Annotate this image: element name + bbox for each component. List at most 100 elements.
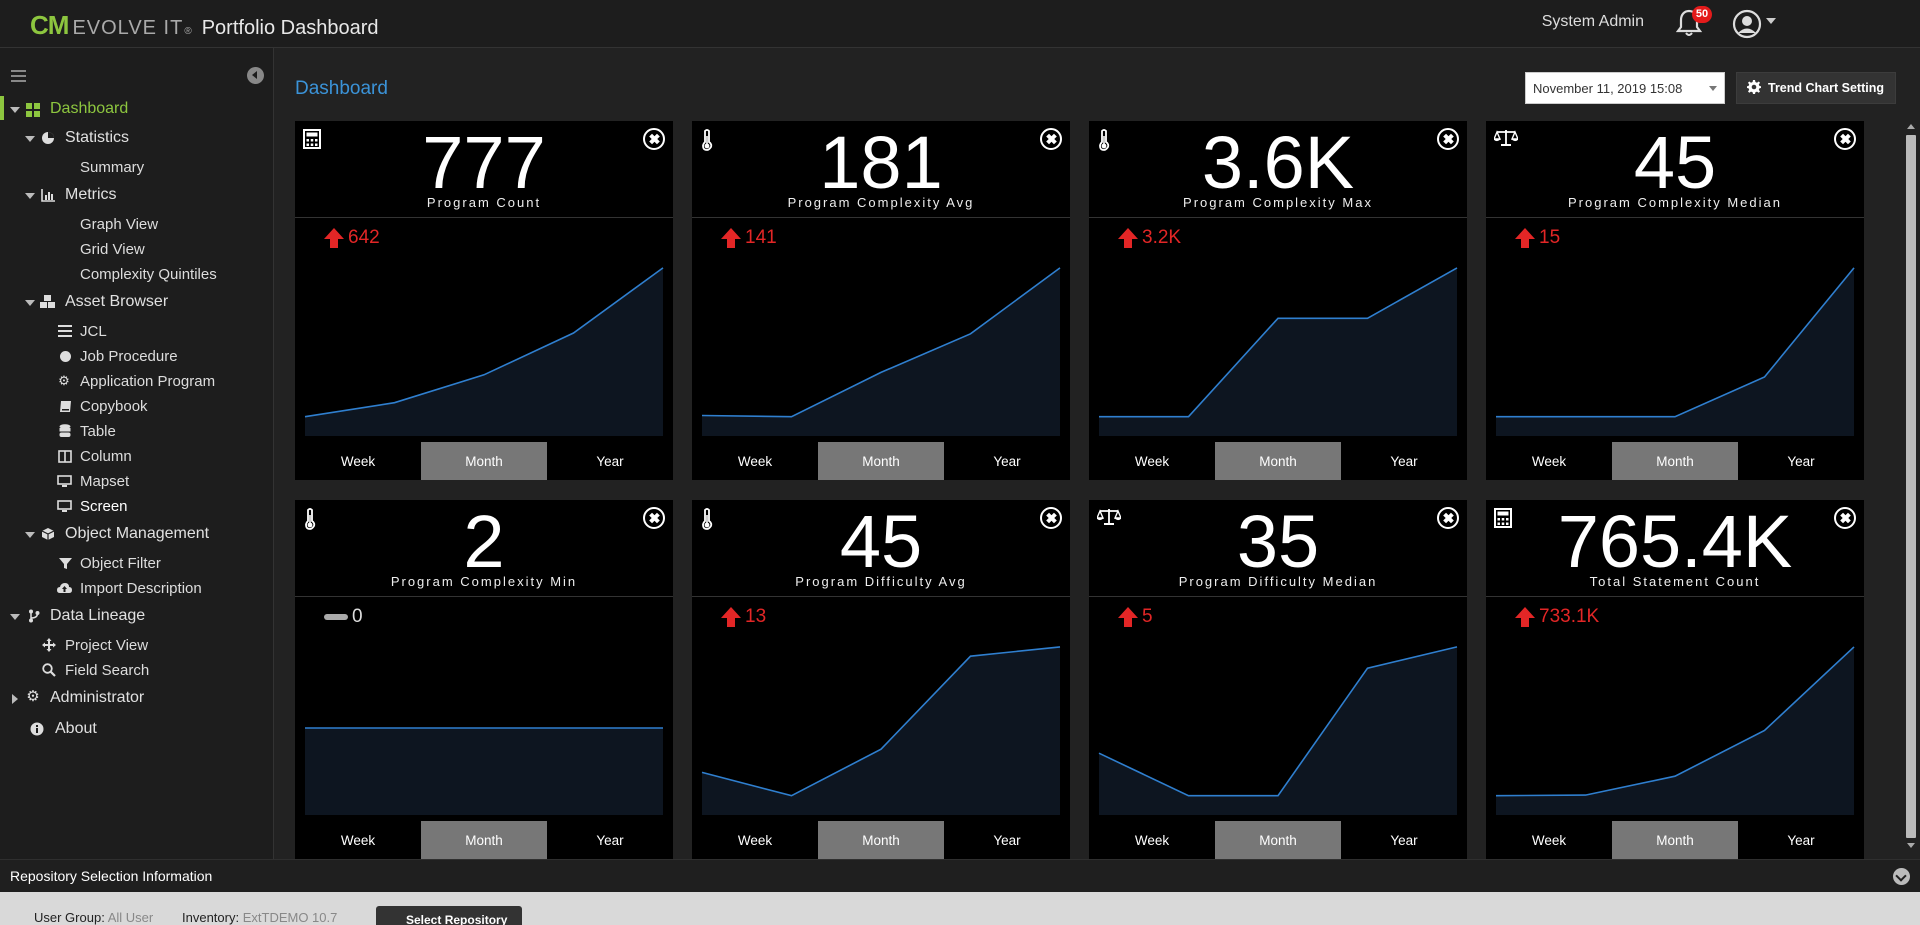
metric-label: Program Difficulty Avg: [795, 574, 967, 589]
scrollbar-thumb[interactable]: [1906, 135, 1916, 838]
app-title: Portfolio Dashboard: [201, 17, 379, 39]
profile-menu-button[interactable]: [1732, 9, 1762, 39]
tab-week[interactable]: Week: [737, 453, 773, 469]
tab-year[interactable]: Year: [596, 832, 624, 848]
caret-down-icon[interactable]: [25, 136, 35, 142]
repository-info-title: Repository Selection Information: [10, 868, 213, 884]
sidebar-collapse-button[interactable]: [247, 67, 264, 84]
scroll-up-icon[interactable]: [1907, 124, 1915, 129]
nav-label: Statistics: [65, 129, 130, 146]
notification-badge: 50: [1692, 6, 1712, 23]
trend-line: [701, 267, 1061, 418]
metric-card: 2 Program Complexity Min 0 Week Month Year: [295, 500, 673, 859]
tab-year[interactable]: Year: [1390, 832, 1418, 848]
caret-down-icon[interactable]: [25, 300, 35, 306]
branch-icon: [27, 609, 41, 623]
trend-area: [1099, 646, 1457, 815]
period-tabs: Week Month Year: [1486, 821, 1864, 859]
date-select[interactable]: November 11, 2019 15:08: [1525, 72, 1725, 104]
trend-chart-setting-button[interactable]: Trend Chart Setting: [1736, 72, 1896, 104]
close-icon[interactable]: [1834, 507, 1856, 529]
nav-label: Administrator: [50, 689, 145, 706]
nav-item-statistics[interactable]: Statistics: [0, 127, 274, 151]
delta-value: 141: [745, 227, 777, 248]
tab-week[interactable]: Week: [1134, 832, 1170, 848]
nav-item-object-management[interactable]: Object Management: [0, 523, 274, 547]
nav-label: Job Procedure: [80, 348, 178, 365]
tab-month[interactable]: Month: [818, 442, 944, 480]
close-icon[interactable]: [643, 128, 665, 150]
cube-icon: [41, 527, 55, 541]
tab-year[interactable]: Year: [596, 453, 624, 469]
tab-year[interactable]: Year: [993, 832, 1021, 848]
trend-area: [1496, 267, 1854, 436]
nav-label: Column: [80, 448, 132, 465]
caret-down-icon[interactable]: [25, 193, 35, 199]
nav-item-about[interactable]: About: [0, 718, 274, 742]
trend-area: [1496, 646, 1854, 815]
nav-item-data-lineage[interactable]: Data Lineage: [0, 605, 274, 629]
chevron-down-icon[interactable]: [1893, 868, 1910, 885]
tab-month[interactable]: Month: [1215, 821, 1341, 859]
close-icon[interactable]: [1834, 128, 1856, 150]
scroll-down-icon[interactable]: [1907, 843, 1915, 848]
caret-down-icon[interactable]: [25, 532, 35, 538]
tab-week[interactable]: Week: [340, 453, 376, 469]
trend-chart: [1495, 646, 1855, 815]
arrow-up-icon: [721, 607, 741, 627]
caret-down-icon[interactable]: [10, 614, 20, 620]
tab-month[interactable]: Month: [1215, 442, 1341, 480]
menu-toggle-icon[interactable]: [11, 70, 26, 83]
nav-item-administrator[interactable]: ⚙ Administrator: [0, 687, 274, 711]
notifications-button[interactable]: 50: [1675, 6, 1712, 40]
caret-right-icon[interactable]: [12, 694, 18, 704]
tab-week[interactable]: Week: [340, 832, 376, 848]
repository-info-bar[interactable]: Repository Selection Information: [0, 859, 1920, 892]
trend-area: [702, 646, 1060, 815]
metric-card-header: 181 Program Complexity Avg: [692, 121, 1070, 218]
select-repository-button[interactable]: Select Repository: [376, 906, 522, 925]
close-icon[interactable]: [643, 507, 665, 529]
profile-caret-icon[interactable]: [1766, 18, 1776, 24]
caret-down-icon[interactable]: [10, 107, 20, 113]
tab-week[interactable]: Week: [1531, 832, 1567, 848]
close-icon[interactable]: [1437, 507, 1459, 529]
nav-label: Grid View: [80, 241, 145, 258]
tab-year[interactable]: Year: [993, 453, 1021, 469]
nav-label: Application Program: [80, 373, 216, 390]
tab-month[interactable]: Month: [1612, 821, 1738, 859]
metric-label: Program Complexity Median: [1567, 195, 1782, 210]
metric-value: 35: [1236, 500, 1320, 583]
tab-year[interactable]: Year: [1787, 453, 1815, 469]
flat-trend-icon: [324, 614, 348, 620]
dashboard-icon: [26, 103, 40, 117]
nav-label: Object Management: [65, 525, 210, 542]
nav-item-metrics[interactable]: Metrics: [0, 184, 274, 208]
nav-item-dashboard[interactable]: Dashboard: [0, 98, 274, 122]
tab-week[interactable]: Week: [1134, 453, 1170, 469]
tab-month[interactable]: Month: [421, 821, 547, 859]
close-icon[interactable]: [1040, 128, 1062, 150]
tab-year[interactable]: Year: [1787, 832, 1815, 848]
nav-label: Project View: [65, 637, 149, 654]
arrow-up-icon: [1515, 607, 1535, 627]
trend-chart: [304, 267, 664, 436]
close-icon[interactable]: [1437, 128, 1459, 150]
user-name[interactable]: System Admin: [1541, 13, 1644, 30]
metric-label: Program Complexity Max: [1183, 195, 1373, 210]
tab-year[interactable]: Year: [1390, 453, 1418, 469]
trend-area: [305, 728, 663, 815]
close-icon[interactable]: [1040, 507, 1062, 529]
metric-value: 777: [422, 121, 546, 204]
tab-month[interactable]: Month: [1612, 442, 1738, 480]
tab-week[interactable]: Week: [737, 832, 773, 848]
select-repository-label: Select Repository: [406, 913, 508, 925]
tab-week[interactable]: Week: [1531, 453, 1567, 469]
nav-item-asset-browser[interactable]: Asset Browser: [0, 291, 274, 315]
app-logo[interactable]: CM EVOLVE IT ® Portfolio Dashboard: [30, 10, 379, 40]
tab-month[interactable]: Month: [421, 442, 547, 480]
desktop-icon: [57, 500, 72, 514]
inventory-label: Inventory: [182, 910, 236, 925]
main-content: Dashboard November 11, 2019 15:08 Trend …: [275, 48, 1920, 859]
tab-month[interactable]: Month: [818, 821, 944, 859]
